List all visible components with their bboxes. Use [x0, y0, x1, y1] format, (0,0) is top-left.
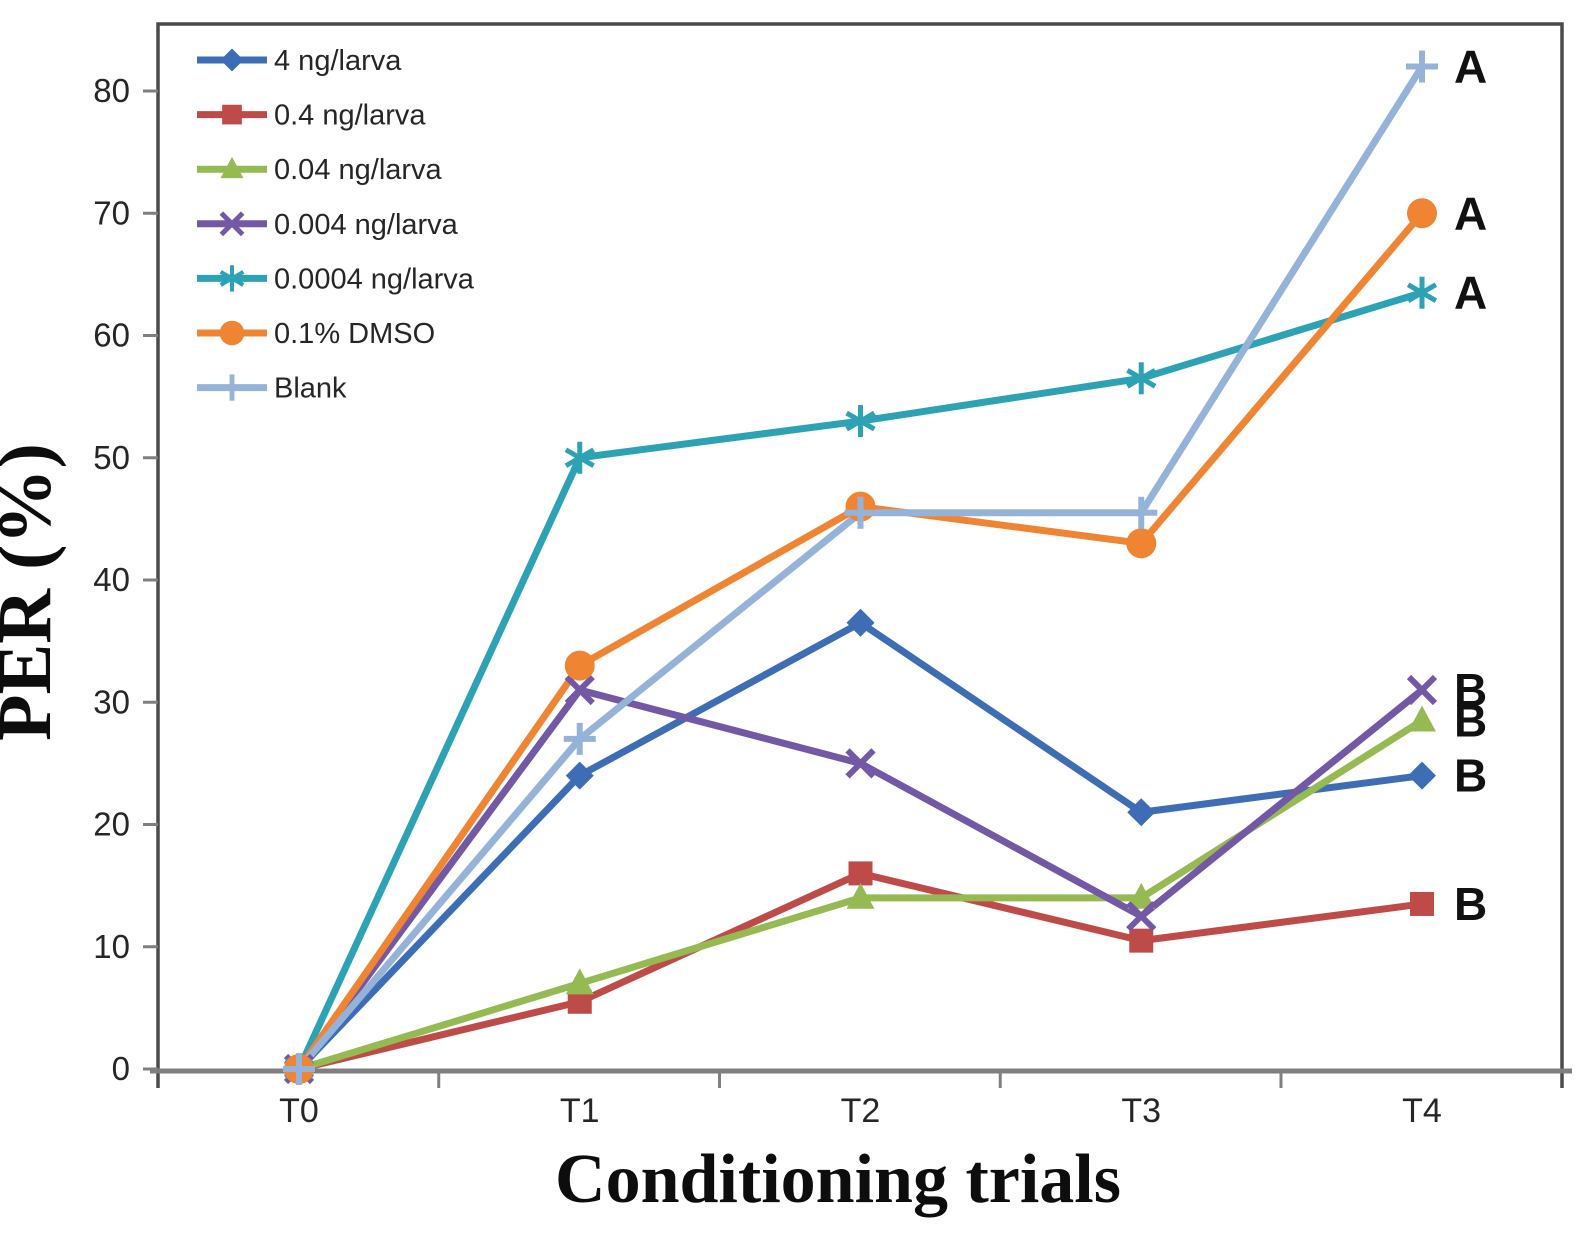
data-point-marker	[565, 968, 594, 995]
legend-marker	[220, 48, 244, 72]
significance-label: A	[1454, 187, 1487, 239]
y-tick-label: 30	[93, 683, 130, 720]
legend-marker	[219, 320, 245, 346]
data-point-marker	[1406, 674, 1438, 706]
significance-label: A	[1454, 41, 1487, 93]
data-point-marker	[1408, 761, 1436, 790]
x-axis-title: Conditioning trials	[555, 1141, 1121, 1218]
significance-label: B	[1454, 878, 1487, 930]
data-point-marker	[845, 410, 876, 432]
x-tick-label: T0	[279, 1092, 319, 1130]
data-point-marker	[564, 650, 595, 681]
data-point-marker	[846, 608, 875, 637]
data-point-marker	[1126, 528, 1157, 559]
legend-label: 0.0004 ng/larva	[274, 263, 475, 295]
y-tick-label: 20	[93, 806, 130, 843]
legend-label: 4 ng/larva	[274, 45, 402, 77]
significance-label: B	[1454, 664, 1487, 716]
data-point-marker	[1129, 928, 1154, 953]
legend-label: 0.1% DMSO	[274, 318, 435, 350]
y-tick-label: 60	[93, 317, 130, 354]
significance-label: A	[1454, 267, 1487, 319]
legend-label: 0.04 ng/larva	[274, 154, 443, 186]
y-tick-label: 70	[93, 194, 130, 231]
significance-label: B	[1454, 750, 1487, 802]
plot-frame	[156, 22, 1564, 1088]
y-tick-label: 10	[93, 928, 130, 965]
legend-marker	[219, 211, 245, 237]
legend-marker	[219, 270, 245, 287]
legend-label: 0.4 ng/larva	[274, 100, 426, 132]
legend-marker	[222, 104, 242, 125]
significance-label: B	[1454, 695, 1487, 747]
data-point-marker	[848, 861, 873, 886]
data-point-marker	[846, 882, 875, 909]
data-point-marker	[845, 748, 876, 779]
series-line	[296, 64, 1425, 1072]
y-tick-label: 80	[93, 72, 130, 109]
data-point-marker	[564, 447, 595, 468]
data-point-marker	[565, 761, 594, 790]
y-tick-label: 50	[93, 439, 130, 476]
x-tick-label: T4	[1402, 1092, 1442, 1130]
y-tick-label: 40	[93, 561, 130, 598]
data-point-marker	[1410, 891, 1434, 916]
x-tick-label: T2	[841, 1092, 881, 1130]
y-tick-label: 0	[112, 1050, 130, 1087]
data-point-marker	[1127, 798, 1156, 827]
data-point-marker	[1126, 901, 1157, 932]
data-point-marker	[1408, 705, 1436, 732]
data-point-marker	[1407, 198, 1437, 229]
x-tick-label: T3	[1121, 1092, 1161, 1130]
data-point-marker	[1126, 368, 1157, 389]
data-point-marker	[1127, 882, 1156, 909]
legend-label: 0.004 ng/larva	[274, 209, 459, 241]
data-point-marker	[564, 674, 595, 706]
legend-label: Blank	[274, 373, 347, 405]
legend-marker	[220, 156, 244, 179]
y-axis-title: PER (%)	[0, 443, 67, 741]
x-tick-label: T1	[560, 1092, 600, 1130]
data-point-marker	[1406, 282, 1438, 303]
